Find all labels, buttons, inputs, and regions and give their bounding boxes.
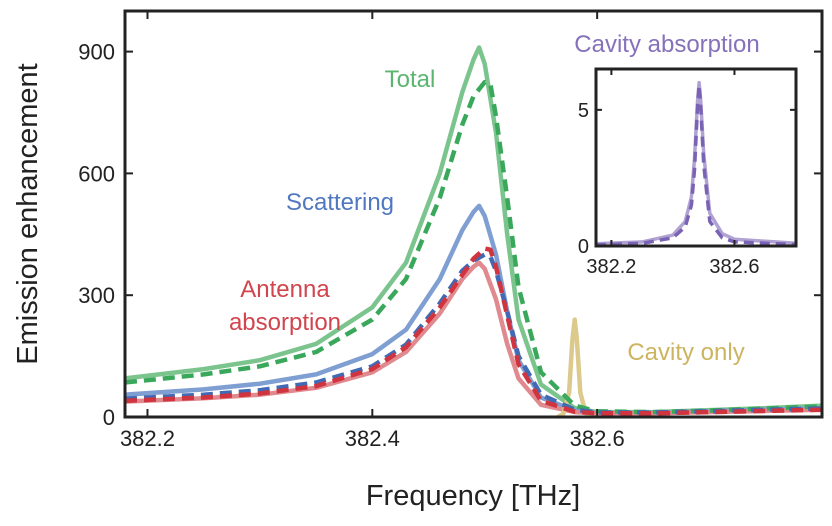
series-line-antenna-absorption-model (124, 246, 823, 416)
antenna-annotation-line1: Antenna (240, 276, 330, 303)
cavity-only-annotation: Cavity only (627, 339, 744, 366)
y-tick-label: 0 (103, 405, 115, 430)
series-line-total-model (124, 79, 823, 415)
inset-frame (594, 67, 798, 248)
inset-ticks: 382.2 382.6 0 5 (578, 69, 796, 278)
main-x-axis-label: Frequency [THz] (366, 480, 580, 512)
main-plot: 382.2 382.4 382.6 0 300 600 900 Frequency [THz… (12, 9, 824, 512)
series-line-scattering-model (124, 252, 823, 415)
y-tick-label: 600 (78, 161, 115, 186)
main-y-axis-label: Emission enhancement (12, 63, 44, 364)
main-ticks: 382.2 382.4 382.6 0 300 600 900 (78, 11, 822, 451)
total-annotation: Total (385, 66, 436, 93)
x-tick-label: 382.2 (120, 426, 175, 451)
x-tick-label: 382.4 (345, 426, 400, 451)
x-tick-label: 382.6 (709, 256, 759, 278)
y-tick-label: 5 (578, 100, 589, 122)
main-series-group (124, 45, 823, 419)
antenna-annotation-line2: absorption (229, 309, 341, 336)
y-tick-label: 900 (78, 40, 115, 65)
x-tick-label: 382.6 (570, 426, 625, 451)
series-line-cavity-absorption-model (595, 83, 797, 247)
x-tick-label: 382.2 (586, 256, 636, 278)
y-tick-label: 300 (78, 283, 115, 308)
inset-plot: 382.2 382.6 0 5 Cavity absorption (574, 31, 798, 278)
inset-series-group (595, 80, 797, 247)
inset-title: Cavity absorption (574, 31, 759, 58)
scattering-annotation: Scattering (286, 189, 394, 216)
main-plot-frame (123, 9, 824, 419)
y-tick-label: 0 (578, 236, 589, 258)
